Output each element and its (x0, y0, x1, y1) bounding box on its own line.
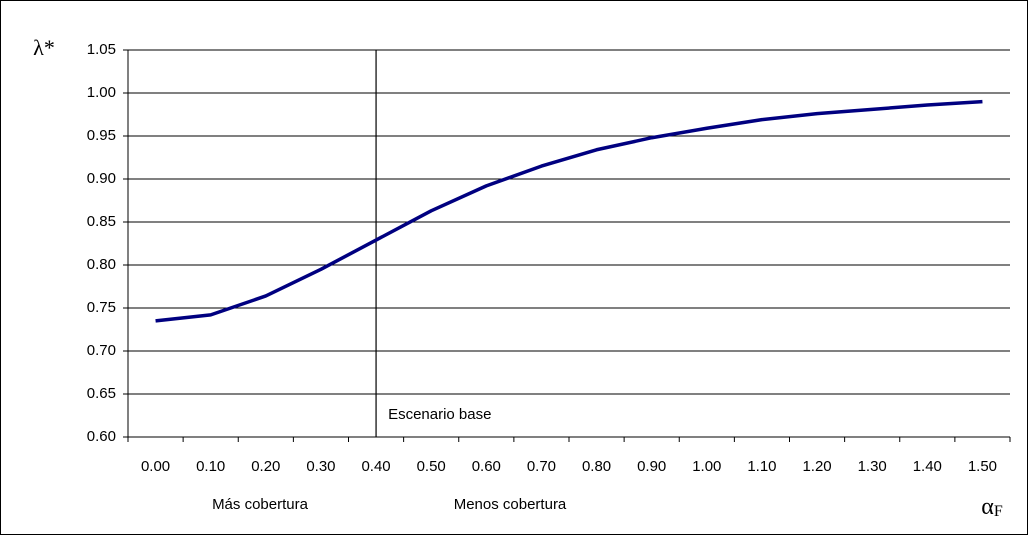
x-tick-label: 0.60 (472, 458, 501, 475)
x-axis-label-subscript: F (994, 503, 1003, 520)
x-axis-label: αF (981, 494, 1003, 520)
x-tick-label: 0.30 (306, 458, 335, 475)
y-tick-label: 0.65 (87, 385, 116, 402)
x-tick-label: 0.50 (417, 458, 446, 475)
x-tick-label: 1.30 (858, 458, 887, 475)
y-tick-label: 1.05 (87, 41, 116, 58)
x-tick-label: 0.40 (361, 458, 390, 475)
region-label: Menos cobertura (454, 496, 567, 513)
x-tick-label: 0.90 (637, 458, 666, 475)
x-tick-label: 0.00 (141, 458, 170, 475)
x-tick-label: 0.70 (527, 458, 556, 475)
x-tick-label: 1.20 (802, 458, 831, 475)
x-tick-label: 1.00 (692, 458, 721, 475)
data-line (155, 99, 983, 323)
x-tick-label: 0.80 (582, 458, 611, 475)
x-tick-label: 1.40 (913, 458, 942, 475)
x-tick-label: 0.10 (196, 458, 225, 475)
y-tick-label: 0.60 (87, 428, 116, 445)
y-tick-label: 0.70 (87, 342, 116, 359)
y-tick-label: 0.80 (87, 256, 116, 273)
x-tick-label: 1.10 (747, 458, 776, 475)
y-axis-label: λ* (33, 35, 55, 60)
y-tick-label: 0.75 (87, 299, 116, 316)
x-tick-label: 0.20 (251, 458, 280, 475)
y-tick-label: 0.95 (87, 127, 116, 144)
y-tick-label: 0.90 (87, 170, 116, 187)
x-tick-label: 1.50 (968, 458, 997, 475)
region-label: Más cobertura (212, 496, 309, 513)
reference-label: Escenario base (388, 406, 491, 423)
x-axis-label-symbol: α (981, 494, 994, 520)
y-tick-label: 0.85 (87, 213, 116, 230)
y-tick-label: 1.00 (87, 84, 116, 101)
